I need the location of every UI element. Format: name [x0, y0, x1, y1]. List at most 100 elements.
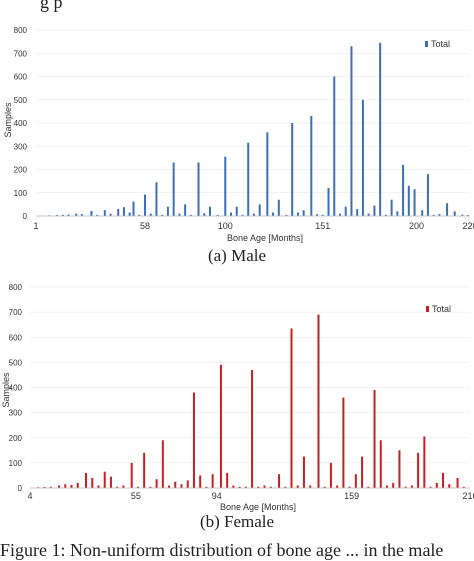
female-bar: [174, 481, 177, 488]
male-x-tick-label: 200: [409, 221, 424, 231]
female-bars: [37, 314, 465, 488]
female-bar: [435, 482, 438, 488]
male-bar: [390, 199, 393, 216]
male-bars: [40, 42, 470, 217]
female-bar: [244, 486, 247, 488]
female-bar: [410, 485, 413, 488]
male-bar: [143, 194, 146, 216]
male-bar: [367, 213, 370, 216]
female-y-tick-label: 100: [9, 459, 23, 468]
male-bar: [327, 188, 330, 216]
female-x-tick-label: 4: [27, 491, 32, 501]
male-bar: [132, 201, 135, 216]
male-bar: [438, 214, 441, 216]
female-bar: [58, 485, 61, 488]
female-bar: [309, 485, 312, 488]
female-bar: [143, 452, 146, 488]
female-bar: [192, 392, 195, 488]
female-x-axis-label: Bone Age [Months]: [220, 502, 296, 512]
male-x-axis: 1 58 100 151 200 228: [33, 221, 474, 231]
female-bar: [161, 440, 164, 488]
male-bar: [421, 210, 424, 216]
female-bar: [257, 486, 260, 488]
male-bar: [122, 207, 125, 216]
female-x-tick-label: 94: [212, 491, 222, 501]
female-bar: [49, 486, 52, 488]
male-y-tick-label: 100: [14, 189, 28, 198]
male-legend-label: Total: [431, 39, 450, 49]
male-bar: [75, 213, 78, 216]
male-bar: [407, 185, 410, 216]
female-bar: [373, 390, 376, 488]
female-bar: [423, 436, 426, 488]
female-bar: [186, 480, 189, 488]
male-bar: [333, 76, 336, 216]
male-y-tick-label: 300: [14, 142, 28, 151]
female-bar: [296, 485, 299, 488]
male-bar: [117, 209, 120, 216]
clipped-text-bottom: Figure 1: Non-uniform distribution of bo…: [0, 540, 444, 560]
female-bar: [180, 484, 183, 488]
female-bar: [232, 485, 235, 488]
female-bar: [442, 472, 445, 488]
male-bar: [384, 214, 387, 216]
male-y-axis: 0 100 200 300 400 500 600 700 800: [14, 26, 470, 221]
female-bar: [385, 485, 388, 488]
female-bar: [317, 314, 320, 488]
male-bar: [166, 206, 169, 216]
male-legend-swatch: [425, 41, 428, 47]
male-bar: [128, 212, 131, 216]
male-bar: [241, 214, 244, 216]
female-y-tick-label: 300: [9, 409, 23, 418]
female-bar: [290, 328, 293, 488]
female-bar: [367, 486, 370, 488]
male-bar: [184, 204, 187, 216]
male-x-tick-label: 100: [218, 221, 233, 231]
male-bar: [310, 116, 313, 216]
female-bar: [116, 486, 119, 488]
male-y-tick-label: 800: [14, 26, 28, 35]
male-bar: [344, 206, 347, 216]
female-chart: Samples 0 100 200 300 400 500 600 700 800 4 55 94 1…: [1, 283, 474, 512]
female-y-tick-label: 0: [18, 484, 23, 493]
female-x-tick-label: 216: [462, 491, 474, 501]
male-bar: [446, 203, 449, 216]
female-bar: [429, 486, 432, 488]
male-bar: [197, 162, 200, 216]
female-legend-swatch: [426, 306, 429, 312]
female-bar: [284, 486, 287, 488]
female-bar: [342, 397, 345, 488]
male-bar: [296, 212, 299, 216]
male-bar: [302, 210, 305, 216]
male-bar: [413, 189, 416, 216]
female-y-tick-label: 800: [9, 283, 23, 292]
male-bar: [56, 215, 59, 216]
female-bar: [348, 486, 351, 488]
female-bar: [219, 364, 222, 488]
male-bar: [203, 213, 206, 216]
male-bar: [350, 46, 353, 217]
female-y-tick-label: 700: [9, 308, 23, 317]
female-bar: [70, 484, 73, 488]
female-legend-label: Total: [432, 304, 451, 314]
male-bar: [208, 206, 211, 216]
female-bar: [336, 485, 339, 488]
male-y-tick-label: 0: [23, 212, 28, 221]
male-bar: [373, 205, 376, 216]
female-bar: [103, 471, 106, 488]
male-bar: [109, 213, 112, 216]
male-bar: [432, 214, 435, 216]
male-bar: [178, 213, 181, 216]
male-bar: [252, 213, 255, 216]
female-bar: [136, 486, 139, 488]
male-bar: [189, 214, 192, 216]
female-bar: [43, 486, 46, 488]
male-bar: [266, 132, 269, 216]
female-x-tick-label: 55: [131, 491, 141, 501]
female-bar: [130, 462, 133, 488]
male-bar: [379, 42, 382, 216]
male-bar: [230, 212, 233, 216]
female-caption: (b) Female: [199, 512, 275, 531]
male-bar: [235, 206, 238, 216]
female-bar: [269, 486, 272, 488]
